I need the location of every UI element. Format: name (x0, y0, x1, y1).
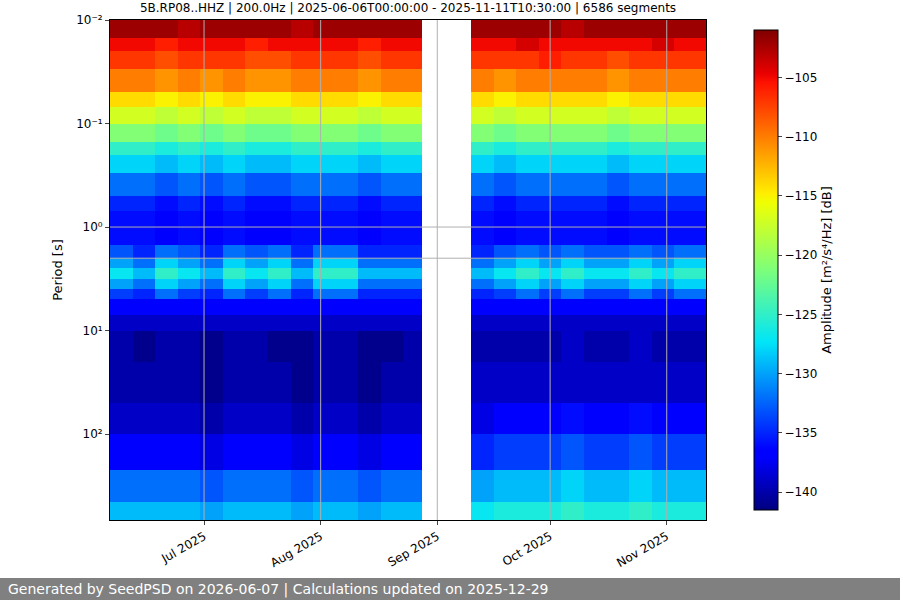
svg-text:−125: −125 (784, 308, 817, 322)
svg-text:10²: 10² (83, 427, 103, 441)
svg-text:5B.RP08..HHZ | 200.0Hz | 2025-: 5B.RP08..HHZ | 200.0Hz | 2025-06-06T00:0… (140, 1, 676, 15)
svg-text:Amplitude [m²/s⁴/Hz] [dB]: Amplitude [m²/s⁴/Hz] [dB] (819, 186, 834, 354)
svg-text:−115: −115 (784, 189, 817, 203)
svg-text:Period [s]: Period [s] (50, 239, 65, 301)
svg-text:10⁻²: 10⁻² (76, 13, 103, 27)
svg-text:10⁻¹: 10⁻¹ (76, 117, 103, 131)
svg-text:−130: −130 (784, 367, 817, 381)
svg-text:−110: −110 (784, 130, 817, 144)
svg-text:Jul 2025: Jul 2025 (158, 529, 208, 566)
svg-text:10⁰: 10⁰ (83, 220, 103, 234)
svg-text:−105: −105 (784, 71, 817, 85)
svg-text:Oct 2025: Oct 2025 (500, 529, 555, 569)
svg-text:10¹: 10¹ (83, 324, 103, 338)
svg-text:−140: −140 (784, 485, 817, 499)
svg-text:Nov 2025: Nov 2025 (614, 529, 671, 570)
svg-text:Aug 2025: Aug 2025 (268, 529, 325, 570)
svg-text:−135: −135 (784, 426, 817, 440)
html-text:Generated by SeedPSD on 2026-0: Generated by SeedPSD on 2026-06-07 | Cal… (8, 581, 549, 597)
svg-text:Sep 2025: Sep 2025 (385, 529, 441, 570)
svg-text:−120: −120 (784, 248, 817, 262)
